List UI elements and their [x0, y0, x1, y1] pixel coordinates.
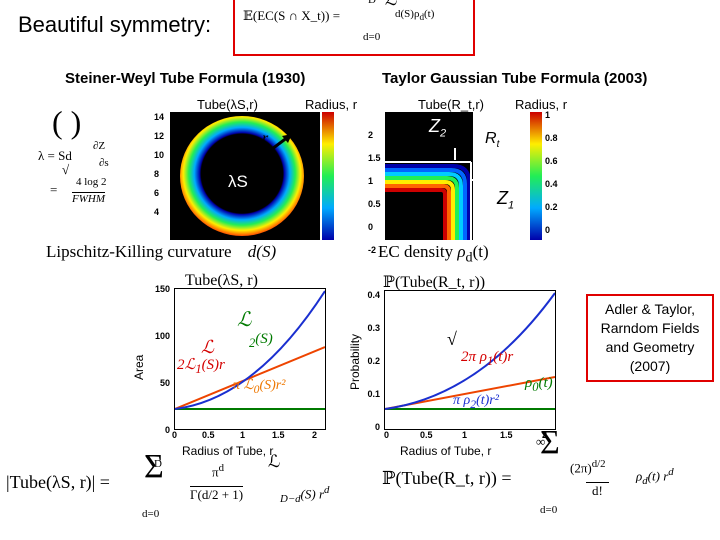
- citation-note: Adler & Taylor, Rarndom Fields and Geome…: [586, 294, 714, 382]
- area-chart-xlabel: Radius of Tube, r: [182, 444, 274, 458]
- rt-label: Rt: [485, 130, 500, 151]
- area-chart-yticks: 150 100 50 0: [154, 284, 170, 435]
- steiner-tube-image: λS r: [170, 112, 320, 240]
- area-term-l2: 2(S): [249, 331, 273, 350]
- steiner-xlabel: Tube(λS,r): [197, 97, 258, 112]
- ec-density-label: EC density ρd(t): [378, 242, 489, 266]
- area-term-l2-symbol: ℒ: [237, 309, 252, 331]
- right-header: Taylor Gaussian Tube Formula (2003): [382, 70, 648, 87]
- taylor-colorbar: [530, 112, 542, 240]
- steiner-tube-graphic: [180, 116, 304, 236]
- prob-chart-xlabel: Radius of Tube, r: [400, 444, 492, 458]
- area-term-l1: 2ℒ1(S)r: [177, 357, 225, 376]
- top-formula-lhs: 𝔼(EC(S ∩ X_t)) =: [243, 8, 341, 23]
- steiner-tube-formula: |Tube(λS, r)| = Σ D d=0 πd Γ(d/2 + 1) ℒ …: [6, 448, 330, 520]
- top-formula-sum-symbol: ℒ: [385, 0, 397, 10]
- steiner-r-label: r: [262, 130, 269, 147]
- top-formula-term: d(S)ρd(t): [395, 8, 435, 23]
- area-term-l2-script: ℒ: [201, 337, 214, 357]
- prob-term-rho0: ρ0(t): [525, 375, 553, 394]
- steiner-axis-ticks: 14 12 10 8 6 4: [154, 112, 165, 217]
- top-formula-box: 𝔼(EC(S ∩ X_t)) = D ℒ d(S)ρd(t) d=0: [233, 0, 475, 56]
- prob-term-rho1: 2π ρ1(t)r: [461, 349, 514, 368]
- top-formula-sum-bottom: d=0: [363, 31, 381, 43]
- top-formula-sum-top: D: [368, 0, 376, 6]
- area-chart-title: Tube(λS, r): [185, 272, 258, 289]
- taylor-axis-ticks: 2 1.5 1 0.5 0 -2: [368, 130, 381, 255]
- page-title: Beautiful symmetry:: [18, 12, 212, 37]
- taylor-tube-formula: ℙ(Tube(R_t, r)) = Σ ∞ d=0 (2π)d/2 d! ρd(…: [382, 424, 674, 516]
- area-chart-ylabel: Area: [132, 354, 146, 380]
- prob-chart-title: ℙ(Tube(R_t, r)): [383, 274, 486, 291]
- steiner-radius-label: Radius, r: [305, 97, 358, 112]
- prob-chart-curves: [384, 292, 556, 410]
- taylor-colorbar-ticks: 1 0.8 0.6 0.4 0.2 0: [545, 110, 558, 235]
- prob-term-sqrt: √: [447, 329, 457, 349]
- area-chart-curves: [174, 290, 326, 410]
- area-chart: ℒ ℒ 2(S) 2ℒ1(S)r π ℒ0(S)r²: [174, 288, 326, 430]
- prob-term-rho2: π ρ2(t)r²: [453, 393, 499, 411]
- taylor-radius-label: Radius, r: [515, 97, 568, 112]
- taylor-tube-graphic: [385, 112, 527, 240]
- taylor-xlabel: Tube(R_t,r): [418, 97, 484, 112]
- taylor-tube-image: Z2 Rt Z1: [385, 112, 527, 240]
- prob-chart-yticks: 0.4 0.3 0.2 0.1 0: [367, 290, 380, 432]
- prob-chart: √ 2π ρ1(t)r ρ0(t) π ρ2(t)r²: [384, 290, 556, 430]
- area-term-l0: π ℒ0(S)r²: [233, 378, 286, 396]
- lk-curvature-label: Lipschitz-Killing curvature ℒ d(S): [46, 218, 320, 261]
- steiner-colorbar: [322, 112, 334, 240]
- z1-label: Z1: [497, 188, 515, 212]
- left-header: Steiner-Weyl Tube Formula (1930): [65, 70, 306, 87]
- lambda-s-label: λS: [228, 172, 248, 191]
- z2-label: Z2: [429, 116, 447, 140]
- lambda-definition: ( ) λ = Sd ∂Z ∂s √ = 4 log 2 FWHM: [38, 104, 109, 205]
